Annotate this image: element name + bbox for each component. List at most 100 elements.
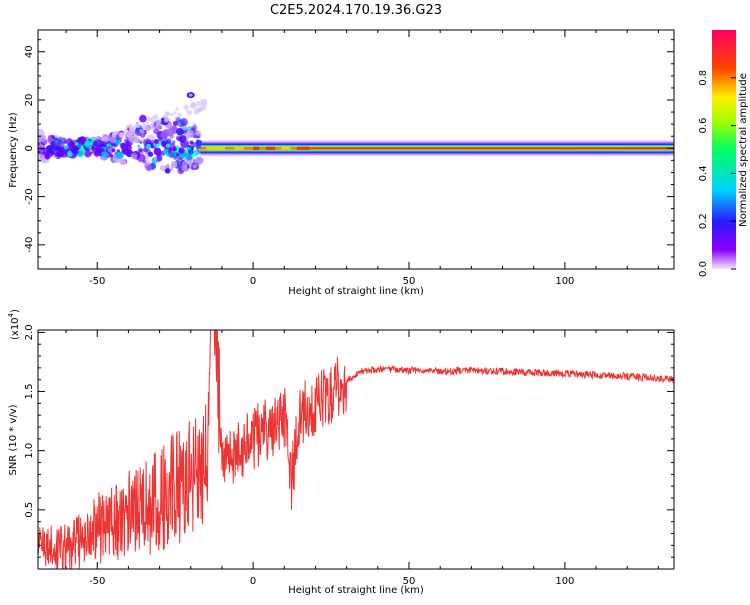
spectrogram-trail <box>130 132 133 135</box>
spectrogram-blob <box>51 135 55 139</box>
spectrogram-trail <box>170 113 174 117</box>
colorbar-tick-label: 0.6 <box>698 118 709 134</box>
spectrogram-blob <box>159 165 166 172</box>
spectrogram-trail <box>145 121 149 125</box>
snr-x-ticks: -50 0 50 100 <box>65 330 659 587</box>
spectrogram-blob <box>172 120 179 127</box>
spectrogram-trail <box>183 104 189 110</box>
spectrogram-trail <box>152 113 159 120</box>
colorbar-tick-label: 0.0 <box>698 261 709 277</box>
spectrogram-trail <box>147 116 152 122</box>
spectrogram-blob <box>55 150 62 157</box>
spectrogram-blob <box>178 135 187 143</box>
spectrogram-blob <box>190 144 193 147</box>
snr-frame <box>37 329 675 570</box>
snr-x-axis-label: Height of straight line (km) <box>288 585 424 596</box>
colorbar-tick-label: 0.8 <box>698 70 709 86</box>
spectrogram-trail <box>200 99 204 103</box>
isolated-blob-core <box>188 93 193 97</box>
spectrogram-trail <box>173 110 177 115</box>
spectrogram-blob <box>195 156 204 165</box>
spectrogram-blob <box>168 142 176 150</box>
spectrogram-x-ticks: -50 0 50 100 <box>65 30 659 287</box>
spectrogram-blob <box>66 150 73 157</box>
spectrogram-blob <box>179 149 183 153</box>
snr-y-multiplier: (x104) <box>7 309 21 340</box>
x-tick-label: 50 <box>403 576 416 587</box>
spectrogram-blob <box>93 150 100 157</box>
spectrogram-blob <box>38 133 46 143</box>
spectrogram-trail <box>200 102 204 106</box>
spectrogram-blob <box>60 150 68 158</box>
spectrogram-blob <box>57 146 63 152</box>
spectrogram-trail <box>185 108 189 112</box>
spectrogram-blob <box>109 136 117 144</box>
x-tick-label: 100 <box>555 576 574 587</box>
spectrogram-trail <box>129 125 135 132</box>
colorbar-gradient <box>712 30 736 269</box>
spectrogram-blob <box>176 153 180 157</box>
spectrogram-blob <box>130 152 138 160</box>
spectrogram-trail <box>118 132 125 138</box>
x-tick-label: 100 <box>555 276 574 287</box>
spectrogram-blob <box>195 139 203 147</box>
spectrogram-trail <box>134 124 138 128</box>
spectrogram-blob <box>163 148 170 155</box>
spectrogram-blob <box>101 151 109 158</box>
spectrogram-panel: -50 0 50 100 -40 -20 0 20 40 Height of straight… <box>8 29 675 297</box>
spectrogram-trail <box>139 129 143 133</box>
y-tick-label: -20 <box>24 188 35 204</box>
colorbar-label: Normalized spectral amplitude <box>738 73 749 227</box>
spectrogram-blob <box>176 127 184 136</box>
spectrogram-blob <box>77 148 86 156</box>
x-tick-label: -50 <box>89 276 105 287</box>
colorbar-tick-label: 0.4 <box>698 165 709 181</box>
spectrogram-blob <box>176 119 185 128</box>
line-segment <box>265 146 275 150</box>
spectrogram-blob <box>195 130 202 137</box>
spectrogram-blob <box>58 136 63 141</box>
spectrogram-blob <box>165 164 170 169</box>
spectrogram-blob <box>100 141 104 144</box>
line-segment <box>206 146 226 150</box>
spectrogram-trail <box>123 129 128 133</box>
snr-y-multiplier-base: (x10 <box>10 317 21 340</box>
spectrogram-blob <box>160 131 168 139</box>
spectrogram-blob <box>166 138 172 144</box>
spectrogram-blob <box>164 167 171 174</box>
spectrogram-blob <box>155 154 163 162</box>
snr-y-axis-label: SNR (10 * v/v) <box>8 404 19 475</box>
spectrogram-blob <box>167 124 173 130</box>
spectrogram-trail <box>176 112 182 118</box>
spectrogram-trail <box>145 127 149 131</box>
y-tick-label: 0 <box>24 145 35 151</box>
spectrogram-blob <box>50 141 57 148</box>
spectrogram-blob <box>84 140 93 149</box>
spectrogram-heatmap <box>38 92 674 175</box>
line-core <box>309 147 674 150</box>
spectrogram-blob <box>179 157 183 160</box>
line-segment <box>253 146 260 150</box>
x-tick-label: -50 <box>89 576 105 587</box>
spectrogram-blob <box>145 148 151 154</box>
spectrogram-trail <box>141 123 147 129</box>
spectrogram-blob <box>101 144 105 148</box>
spectrogram-blob <box>181 161 188 168</box>
spectrogram-blob <box>169 150 177 159</box>
spectrogram-blob <box>68 141 77 150</box>
spectrogram-blob <box>132 137 139 143</box>
spectrogram-blob <box>119 158 127 166</box>
spectrogram-blob <box>47 136 53 142</box>
y-tick-label: 1.5 <box>24 384 35 400</box>
spectrogram-blob <box>154 139 160 145</box>
spectrogram-blob <box>183 128 187 131</box>
spectrogram-blob <box>43 150 50 157</box>
colorbar-ticks: 0.0 0.2 0.4 0.6 0.8 <box>698 70 736 277</box>
spectrogram-trail <box>111 132 117 138</box>
spectrogram-blob <box>145 159 152 166</box>
spectrogram-blob <box>137 144 141 149</box>
spectrogram-blob <box>74 141 79 146</box>
spectrogram-blob <box>122 148 130 155</box>
